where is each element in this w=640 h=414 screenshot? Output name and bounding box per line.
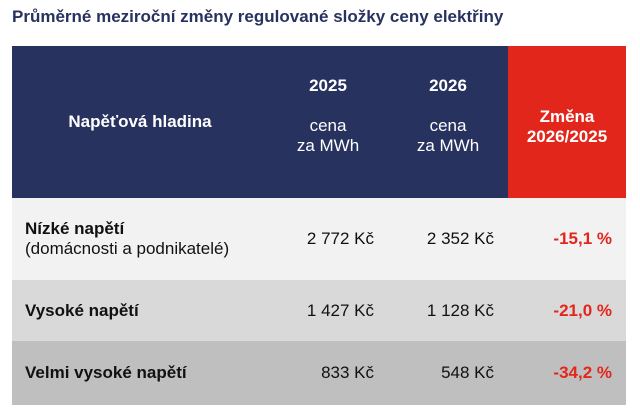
price-value: 2 772 Kč: [306, 229, 374, 248]
price-value: 1 128 Kč: [426, 300, 494, 320]
change-value: -15,1 %: [553, 229, 612, 248]
row-name: Velmi vysoké napětí: [25, 363, 187, 382]
title: Průměrné meziroční změny regulované slož…: [12, 7, 504, 26]
price-value: 2 352 Kč: [426, 229, 494, 248]
row-background: [12, 280, 626, 341]
header-2026: 2026 cena za MWh: [388, 46, 508, 198]
change-label: 2026/2025: [526, 127, 608, 146]
row-name: Vysoké napětí: [25, 300, 139, 320]
row-note: (domácnosti a podnikatelé): [25, 239, 230, 258]
row-name-cell: Velmi vysoké napětí: [12, 341, 268, 405]
price-value: 1 427 Kč: [306, 300, 374, 320]
header-change: Změna 2026/2025: [508, 46, 626, 198]
change-value: -34,2 %: [553, 363, 612, 382]
unit: za MWh: [416, 136, 480, 155]
row-name: Nízké napětí: [25, 219, 125, 238]
unit: cena: [429, 116, 467, 135]
change-header-background: [508, 46, 626, 198]
change-label: Změna: [539, 107, 595, 126]
unit: za MWh: [296, 136, 360, 155]
row-name-cell: Nízké napětí (domácnosti a podnikatelé): [12, 198, 268, 280]
price-value: 548 Kč: [441, 363, 494, 382]
header-2025: 2025 cena za MWh: [268, 46, 388, 198]
header-label: Napěťová hladina: [68, 112, 212, 131]
row-name-cell: Vysoké napětí: [12, 280, 268, 341]
change-value: -21,0 %: [553, 300, 612, 320]
row-background: [12, 341, 626, 405]
row-background: [12, 198, 626, 280]
price-value: 833 Kč: [321, 363, 374, 382]
year: 2026: [429, 76, 467, 95]
year: 2025: [309, 76, 347, 95]
unit: cena: [309, 116, 347, 135]
